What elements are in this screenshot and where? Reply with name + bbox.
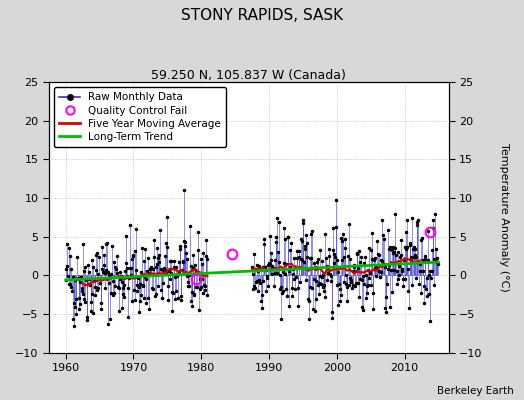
Legend: Raw Monthly Data, Quality Control Fail, Five Year Moving Average, Long-Term Tren: Raw Monthly Data, Quality Control Fail, … [54,87,226,147]
Y-axis label: Temperature Anomaly (°C): Temperature Anomaly (°C) [499,143,509,292]
Text: STONY RAPIDS, SASK: STONY RAPIDS, SASK [181,8,343,23]
Title: 59.250 N, 105.837 W (Canada): 59.250 N, 105.837 W (Canada) [151,69,346,82]
Text: Berkeley Earth: Berkeley Earth [437,386,514,396]
